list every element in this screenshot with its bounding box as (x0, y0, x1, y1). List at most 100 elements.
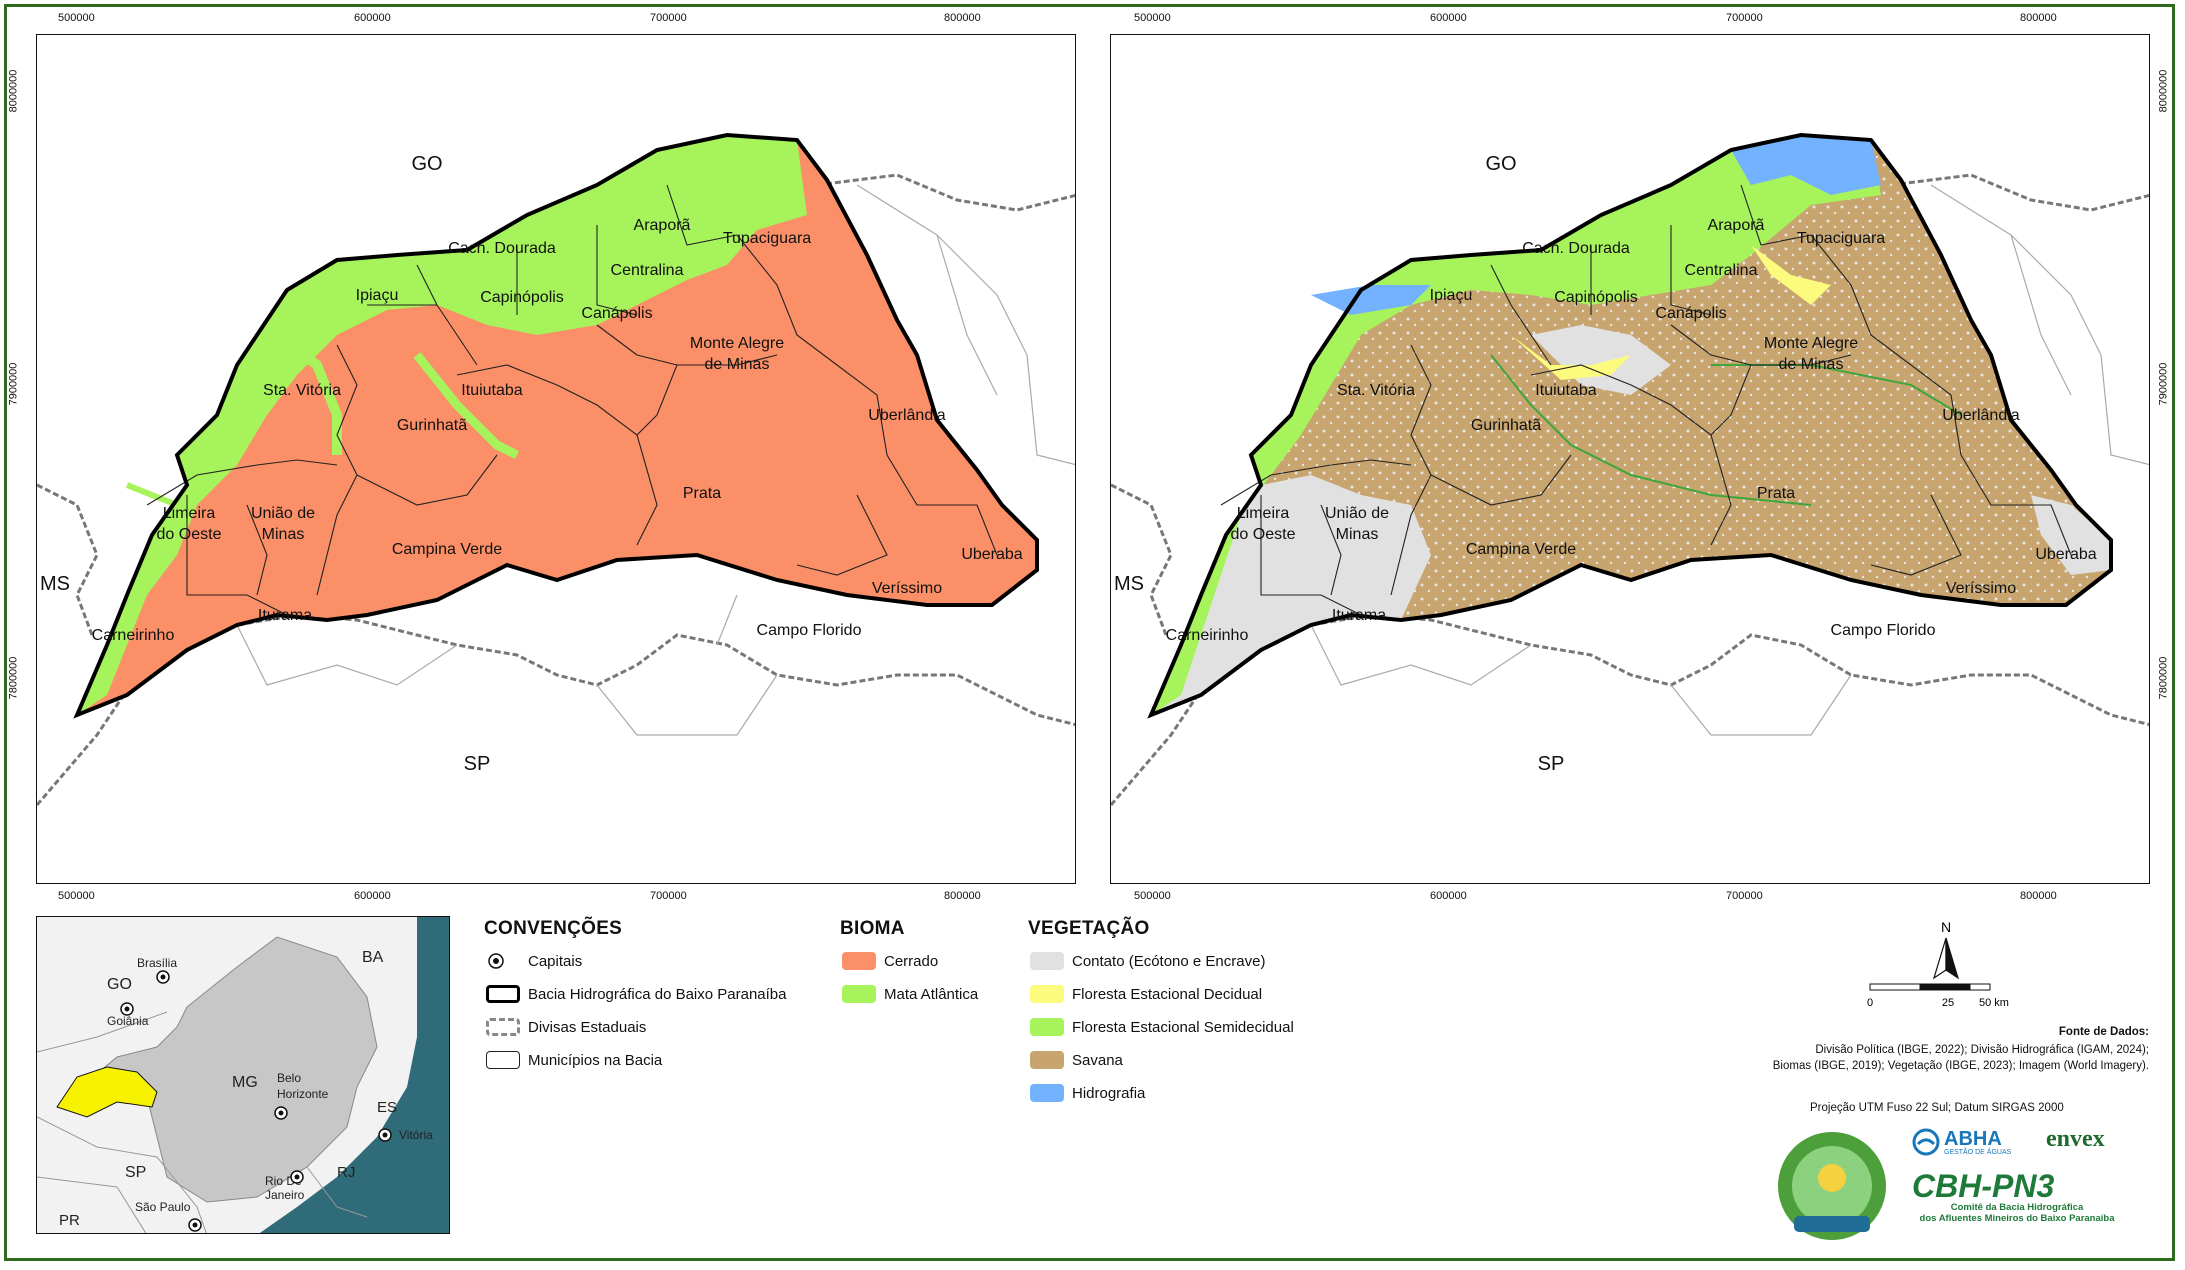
contato-area (1531, 325, 1671, 395)
capital-markers (120, 970, 392, 1232)
north-arrow-icon (1945, 937, 1960, 980)
x-tick: 700000 (1726, 12, 1763, 24)
state-label-ms: MS (40, 573, 70, 595)
muni-label: de Minas (1779, 356, 1844, 373)
scale-tick: 25 (1942, 997, 1954, 1009)
sources-line: Biomas (IBGE, 2019); Vegetação (IBGE, 20… (1772, 1060, 2149, 1072)
muni-label: Uberlândia (868, 407, 945, 424)
x-tick: 800000 (944, 12, 981, 24)
basin-locator (56, 1066, 158, 1118)
x-tick: 700000 (650, 890, 687, 902)
semidecidual-area (1151, 135, 1881, 715)
legend-semidecidual: Floresta Estacional Semidecidual (1030, 1018, 1294, 1036)
capital-icon (488, 953, 504, 969)
muni-label: Capinópolis (480, 289, 564, 306)
legend-convencoes-title: CONVENÇÕES (484, 918, 623, 939)
x-tick: 700000 (1726, 890, 1763, 902)
muni-label: Sta. Vitória (1337, 382, 1415, 399)
state-border-ms (1111, 483, 1173, 636)
legend-label: Contato (Ecótono e Encrave) (1072, 952, 1266, 970)
muni-label: Canápolis (1655, 305, 1726, 322)
muni-label: do Oeste (157, 526, 222, 543)
legend-divisas: Divisas Estaduais (486, 1018, 646, 1036)
x-tick: 500000 (58, 890, 95, 902)
y-tick: 8000000 (7, 69, 20, 113)
abha-icon (1912, 1128, 1940, 1156)
legend-label: Floresta Estacional Semidecidual (1072, 1018, 1294, 1036)
loc-label: PR (59, 1212, 80, 1229)
muni-label: Sta. Vitória (263, 382, 341, 399)
legend-vegetacao-title: VEGETAÇÃO (1028, 918, 1150, 939)
muni-label: Tupaciguara (1797, 230, 1885, 247)
loc-label: Horizonte (277, 1087, 329, 1101)
scale-tick: 50 km (1979, 997, 2009, 1009)
legend-cerrado: Cerrado (842, 952, 938, 970)
sources-line: Divisão Política (IBGE, 2022); Divisão H… (1815, 1044, 2149, 1056)
outer-municipalities (236, 184, 1075, 736)
muni-label: Campina Verde (1466, 541, 1576, 558)
legend-label: Floresta Estacional Decidual (1072, 985, 1263, 1003)
muni-label: Canápolis (581, 305, 652, 322)
legend-label: Divisas Estaduais (528, 1018, 647, 1036)
muni-label: Limeira (163, 505, 216, 522)
decidual-area (1511, 335, 1631, 380)
legend-capitais: Capitais (486, 952, 582, 970)
muni-label: Araporã (634, 217, 691, 234)
legend-decidual: Floresta Estacional Decidual (1030, 985, 1262, 1003)
ocean (259, 917, 449, 1233)
muni-label: Iturama (258, 607, 312, 624)
mata-atlantica-area (77, 135, 807, 715)
legend-label: Municípios na Bacia (528, 1051, 663, 1069)
locator-map: Brasília GO Goiânia BA MG Belo Horizonte… (36, 916, 450, 1234)
legend-label: Mata Atlântica (884, 985, 979, 1003)
x-tick: 500000 (1134, 890, 1171, 902)
muni-label: Gurinhatã (1471, 417, 1541, 434)
state-label-ms: MS (1114, 573, 1144, 595)
hidrografia-area (1731, 135, 1881, 195)
muni-label: Capinópolis (1554, 289, 1638, 306)
legend-mata-atlantica: Mata Atlântica (842, 985, 978, 1003)
legend-hidrografia: Hidrografia (1030, 1084, 1145, 1102)
muni-label: Carneirinho (1166, 627, 1249, 644)
legend-label: Cerrado (884, 952, 939, 970)
legend-contato: Contato (Ecótono e Encrave) (1030, 952, 1265, 970)
capital-marker-dots (124, 974, 388, 1228)
north-label: N (1941, 919, 1951, 935)
cbh-text: CBH-PN3 (1912, 1168, 2055, 1204)
muni-label: Gurinhatã (397, 417, 467, 434)
y-tick: 7900000 (2157, 362, 2170, 406)
x-tick: 800000 (944, 890, 981, 902)
envex-logo: envex (2046, 1126, 2105, 1152)
muni-label: Monte Alegre (1764, 335, 1858, 352)
municipal-borders (146, 184, 998, 616)
loc-label: GO (107, 976, 132, 993)
decidual-swatch (1030, 985, 1064, 1003)
muni-label: União de (251, 505, 315, 522)
muni-label: Prata (1757, 485, 1795, 502)
muni-label: Cach. Dourada (448, 240, 556, 257)
x-tick: 600000 (1430, 12, 1467, 24)
muni-label: Veríssimo (872, 580, 942, 597)
loc-label: MG (232, 1074, 258, 1091)
sources-title: Fonte de Dados: (2058, 1026, 2149, 1038)
x-tick: 600000 (354, 890, 391, 902)
scale-and-north: N 0 25 50 km (1867, 919, 2009, 1009)
legend-bacia: Bacia Hidrográfica do Baixo Paranaíba (486, 985, 787, 1003)
decidual-area (1751, 245, 1831, 305)
muni-label: Araporã (1708, 217, 1765, 234)
sustainability-logo (1772, 1126, 1892, 1246)
loc-label: Janeiro (265, 1188, 305, 1202)
legend-label: Savana (1072, 1051, 1123, 1069)
state-label-go: GO (411, 153, 442, 175)
muni-label: Ituiutaba (461, 382, 522, 399)
abha-logo: ABHA GESTÃO DE ÁGUAS (1912, 1128, 2011, 1156)
cbh-subtext: Comitê da Bacia Hidrográfica (1950, 1202, 2084, 1213)
loc-label: Belo (277, 1071, 301, 1085)
muni-label: do Oeste (1231, 526, 1296, 543)
loc-label: São Paulo (135, 1200, 191, 1214)
loc-label: ES (377, 1099, 397, 1116)
loc-label: SP (125, 1164, 146, 1181)
muni-label: Centralina (1685, 262, 1758, 279)
cerrado-swatch (842, 952, 876, 970)
muni-label: Centralina (611, 262, 684, 279)
